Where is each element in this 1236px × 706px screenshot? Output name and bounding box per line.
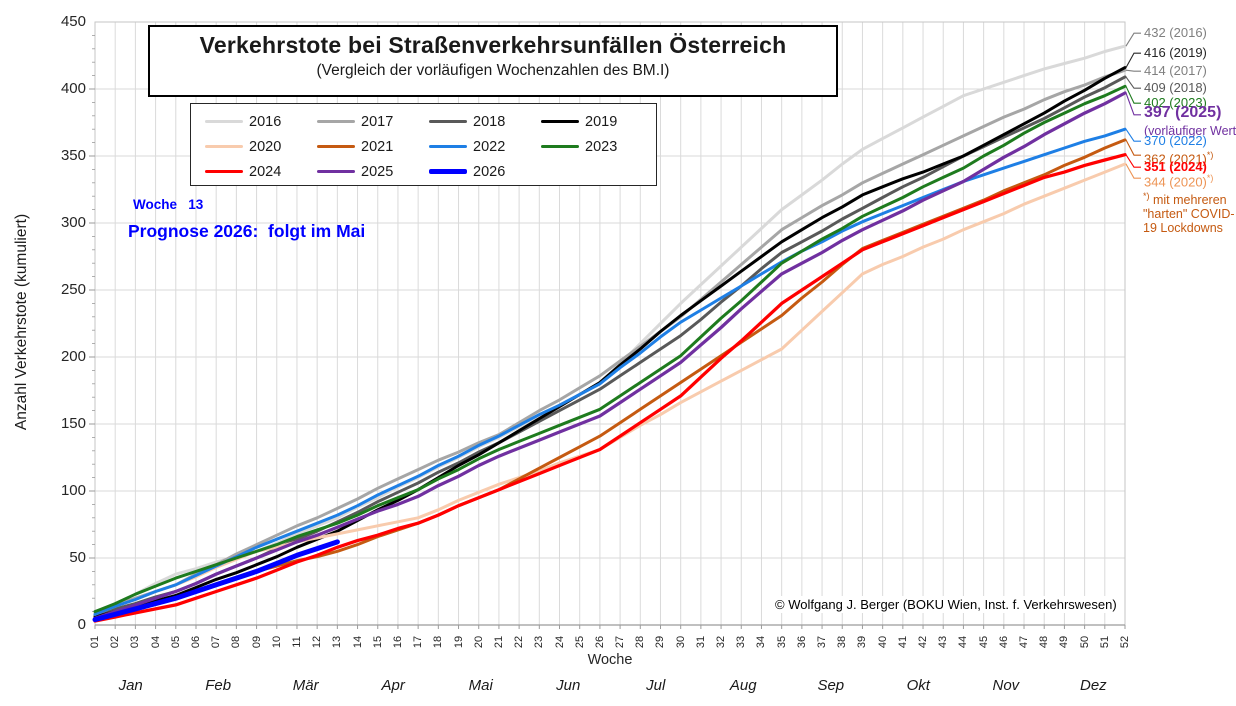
legend-label: 2023 bbox=[585, 138, 618, 155]
legend-label: 2018 bbox=[473, 113, 506, 130]
legend-label: 2022 bbox=[473, 138, 506, 155]
month-label: Jan bbox=[118, 677, 143, 694]
final-value-label-2017: 414 (2017) bbox=[1144, 63, 1207, 78]
legend-swatch-2026 bbox=[429, 169, 467, 174]
label-connector-2025 bbox=[1125, 92, 1141, 116]
legend-swatch-2016 bbox=[205, 119, 243, 124]
label-connector-2017 bbox=[1125, 69, 1141, 72]
legend-item-2024: 2024 bbox=[205, 164, 317, 180]
legend-item-2019: 2019 bbox=[541, 114, 653, 130]
month-label: Jul bbox=[646, 677, 666, 694]
month-label: Sep bbox=[817, 677, 845, 694]
copyright-note: © Wolfgang J. Berger (BOKU Wien, Inst. f… bbox=[770, 596, 1122, 613]
month-label: Nov bbox=[992, 677, 1020, 694]
final-value-label-2021: 362 (2021)*) bbox=[1144, 150, 1214, 167]
legend-label: 2017 bbox=[361, 113, 394, 130]
y-tick-label: 100 bbox=[60, 482, 86, 499]
legend-label: 2020 bbox=[249, 138, 282, 155]
y-tick-label: 400 bbox=[60, 80, 86, 97]
legend: 2016 2017 2018 2019 2020 2021 2022 2023 2024 2025… bbox=[190, 103, 657, 186]
chart-title: Verkehrstote bei Straßenverkehrsunfällen… bbox=[199, 32, 787, 58]
series-line-2025 bbox=[93, 91, 1127, 620]
label-connector-2016 bbox=[1125, 32, 1141, 47]
x-tick-label: 52 bbox=[1119, 635, 1131, 649]
legend-swatch-2024 bbox=[205, 169, 243, 174]
legend-swatch-2021 bbox=[317, 144, 355, 149]
legend-label: 2024 bbox=[249, 163, 282, 180]
legend-swatch-2017 bbox=[317, 119, 355, 124]
legend-label: 2016 bbox=[249, 113, 282, 130]
label-connector-2023 bbox=[1125, 86, 1141, 104]
final-value-label-2022: 370 (2022) bbox=[1144, 133, 1207, 148]
y-tick-label: 50 bbox=[69, 549, 86, 566]
legend-label: 2019 bbox=[585, 113, 618, 130]
x-axis-title: Woche bbox=[587, 652, 633, 668]
label-connector-2019 bbox=[1125, 52, 1141, 68]
y-tick-label: 250 bbox=[60, 281, 86, 298]
legend-label: 2026 bbox=[473, 163, 506, 180]
legend-label: 2025 bbox=[361, 163, 394, 180]
y-tick-label: 150 bbox=[60, 415, 86, 432]
final-value-label-2018: 409 (2018) bbox=[1144, 80, 1207, 95]
legend-swatch-2023 bbox=[541, 144, 579, 149]
final-value-label-2019: 416 (2019) bbox=[1144, 45, 1207, 60]
legend-item-2023: 2023 bbox=[541, 139, 653, 155]
label-connector-2022 bbox=[1125, 128, 1141, 142]
month-label: Okt bbox=[906, 677, 930, 694]
legend-swatch-2019 bbox=[541, 119, 579, 124]
legend-item-2018: 2018 bbox=[429, 114, 541, 130]
legend-item-2020: 2020 bbox=[205, 139, 317, 155]
month-label: Mai bbox=[468, 677, 493, 694]
month-label: Feb bbox=[205, 677, 232, 694]
y-tick-label: 0 bbox=[77, 616, 86, 633]
final-value-label-2023: 402 (2023) bbox=[1144, 95, 1207, 110]
final-value-label-2024: 351 (2024) bbox=[1144, 159, 1207, 174]
legend-item-2022: 2022 bbox=[429, 139, 541, 155]
final-value-label: (vorläufiger Wert) bbox=[1144, 124, 1236, 138]
title-box: Verkehrstote bei Straßenverkehrsunfällen… bbox=[148, 25, 838, 97]
legend-item-2021: 2021 bbox=[317, 139, 429, 155]
series-line-2019 bbox=[93, 66, 1127, 619]
series-line-2023 bbox=[93, 84, 1127, 614]
legend-item-2017: 2017 bbox=[317, 114, 429, 130]
series-line-2024 bbox=[93, 153, 1127, 623]
legend-swatch-2025 bbox=[317, 169, 355, 174]
label-connector-2021 bbox=[1125, 139, 1141, 156]
legend-item-2016: 2016 bbox=[205, 114, 317, 130]
prognose-annotation: Prognose 2026: folgt im Mai bbox=[128, 221, 366, 241]
month-label: Mär bbox=[292, 677, 319, 694]
label-connector-2020 bbox=[1125, 163, 1141, 179]
month-label: Dez bbox=[1080, 677, 1107, 694]
month-label: Apr bbox=[381, 677, 405, 694]
legend-item-2025: 2025 bbox=[317, 164, 429, 180]
legend-swatch-2018 bbox=[429, 119, 467, 124]
label-connector-2024 bbox=[1125, 154, 1141, 168]
series-line-2017 bbox=[93, 68, 1127, 614]
covid-footnote: *) mit mehreren "harten" COVID- 19 Lockdow… bbox=[1143, 191, 1235, 235]
final-value-label-2020: 344 (2020)*) bbox=[1144, 173, 1214, 190]
final-value-label-2016: 432 (2016) bbox=[1144, 25, 1207, 40]
y-tick-label: 350 bbox=[60, 147, 86, 164]
label-connector-2018 bbox=[1125, 76, 1141, 89]
y-tick-label: 300 bbox=[60, 214, 86, 231]
legend-label: 2021 bbox=[361, 138, 394, 155]
current-week-annotation: Woche 13 bbox=[133, 197, 204, 212]
legend-swatch-2020 bbox=[205, 144, 243, 149]
y-tick-label: 200 bbox=[60, 348, 86, 365]
footnote-marker: *) bbox=[1206, 173, 1214, 183]
month-label: Aug bbox=[729, 677, 757, 694]
y-axis-title: Anzahl Verkehrstote (kumuliert) bbox=[13, 213, 30, 431]
month-label: Jun bbox=[556, 677, 581, 694]
footnote-marker: *) bbox=[1143, 191, 1150, 201]
final-value-label-2025: 397 (2025) bbox=[1144, 104, 1222, 121]
legend-swatch-2022 bbox=[429, 144, 467, 149]
footnote-marker: *) bbox=[1206, 150, 1214, 160]
legend-item-2026: 2026 bbox=[429, 164, 541, 180]
chart-subtitle: (Vergleich der vorläufigen Wochenzahlen … bbox=[316, 62, 670, 79]
y-tick-label: 450 bbox=[60, 13, 86, 30]
series-line-2026 bbox=[92, 539, 340, 623]
